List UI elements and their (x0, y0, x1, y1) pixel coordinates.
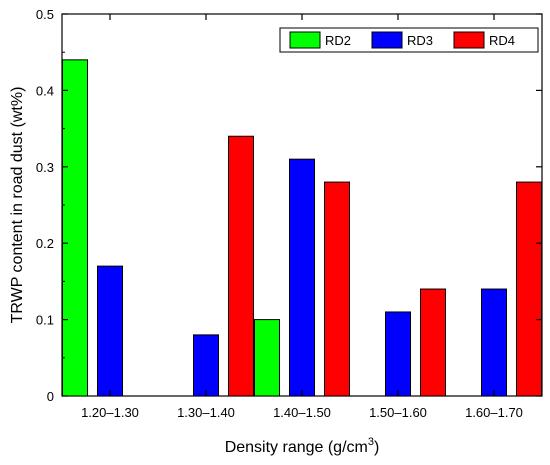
y-tick-label: 0.4 (36, 83, 54, 98)
x-axis-title-suffix: ) (374, 439, 379, 456)
bar-rd2-2 (254, 319, 280, 397)
bar-rd3-3 (385, 311, 411, 397)
y-tick-label: 0.1 (36, 313, 54, 328)
x-tick-label: 1.40–1.50 (273, 405, 331, 420)
y-axis-ticks: 0 0.1 0.2 0.3 0.4 0.5 (36, 7, 542, 404)
legend-swatch-rd2 (289, 31, 321, 49)
y-tick-label: 0.2 (36, 236, 54, 251)
x-axis-title-main: Density range (g/cm (225, 439, 368, 456)
legend: RD2 RD3 RD4 (279, 27, 539, 53)
bar-rd3-0 (97, 265, 123, 397)
x-tick-label: 1.30–1.40 (177, 405, 235, 420)
bar-rd3-1 (193, 334, 219, 397)
x-axis-title: Density range (g/cm3) (225, 436, 380, 456)
bar-rd4-1 (228, 135, 254, 397)
legend-label-rd2: RD2 (325, 33, 351, 48)
bar-rd3-4 (481, 288, 507, 397)
y-axis-title: TRWP content in road dust (wt%) (9, 87, 26, 324)
y-tick-label: 0.3 (36, 160, 54, 175)
x-axis-title-superscript: 3 (368, 436, 374, 448)
legend-box (279, 27, 539, 53)
bar-rd4-3 (420, 288, 446, 397)
x-tick-label: 1.20–1.30 (81, 405, 139, 420)
bar-rd4-4 (516, 181, 542, 397)
legend-label-rd4: RD4 (489, 33, 515, 48)
bar-rd4-2 (324, 181, 350, 397)
x-axis-ticks: 1.20–1.30 1.30–1.40 1.40–1.50 1.50–1.60 1.60… (81, 14, 523, 420)
y-tick-label: 0.5 (36, 7, 54, 22)
legend-label-rd3: RD3 (407, 33, 433, 48)
bars-group (62, 59, 542, 397)
x-tick-label: 1.60–1.70 (465, 405, 523, 420)
x-tick-label: 1.50–1.60 (369, 405, 427, 420)
y-tick-label: 0 (47, 389, 54, 404)
legend-swatch-rd3 (371, 31, 403, 49)
bar-rd2-0 (62, 59, 88, 397)
legend-swatch-rd4 (453, 31, 485, 49)
bar-rd3-2 (289, 158, 315, 397)
